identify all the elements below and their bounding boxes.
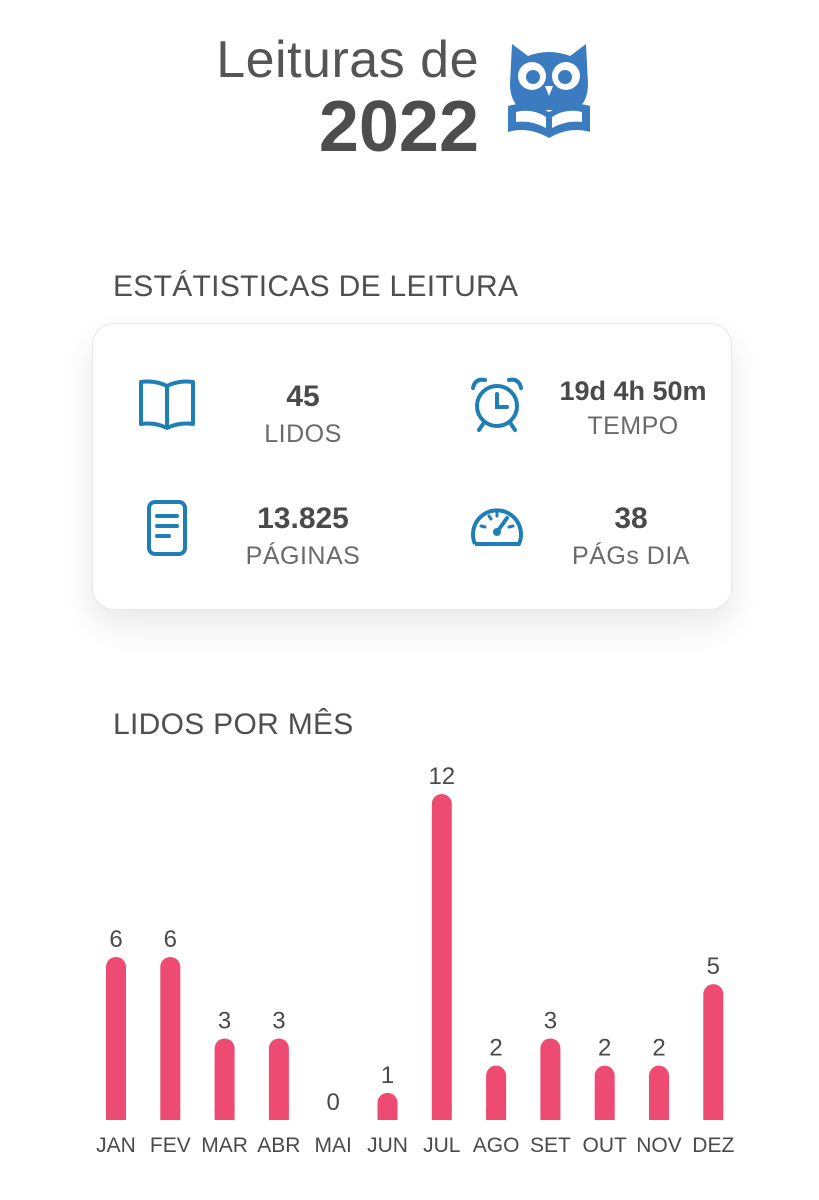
alarm-clock-icon: [471, 377, 523, 432]
month-tick-label-jun: JUN: [367, 1134, 408, 1157]
stat-pages-per-day-label: PÁGs DIA: [572, 542, 690, 570]
open-book-icon: [139, 379, 195, 430]
bar-set: [540, 1038, 561, 1120]
month-tick-label-mar: MAR: [201, 1134, 248, 1157]
bar-value-label-abr: 3: [272, 1008, 285, 1035]
bar-value-label-nov: 2: [652, 1035, 665, 1062]
bar-value-label-out: 2: [598, 1035, 611, 1062]
bar-base-out: [594, 1110, 615, 1120]
books-per-month-bar-chart: 6 JAN 6 FEV 3 MAR 3 ABR 0 MAI 1 JUN 12 JUL 2 AGO 3 SET 2 OU…: [96, 763, 734, 1157]
bar-fev: [160, 957, 181, 1120]
bar-base-mar: [214, 1110, 235, 1120]
bar-base-jun: [377, 1110, 398, 1120]
month-tick-label-set: SET: [530, 1134, 571, 1157]
month-tick-label-fev: FEV: [150, 1134, 191, 1157]
month-tick-label-jul: JUL: [423, 1134, 460, 1157]
bar-base-jan: [106, 1110, 126, 1120]
bar-value-label-mar: 3: [218, 1008, 231, 1035]
speedometer-icon: [471, 508, 523, 546]
bar-jan: [106, 957, 126, 1120]
bar-out: [594, 1065, 615, 1120]
bar-value-label-mai: 0: [327, 1089, 340, 1116]
chart-section-heading: LIDOS POR MÊS: [113, 708, 354, 741]
bar-ago: [486, 1065, 507, 1120]
bar-base-abr: [268, 1110, 289, 1120]
bar-dez: [703, 984, 724, 1120]
bar-value-label-dez: 5: [707, 953, 720, 980]
month-tick-label-dez: DEZ: [692, 1134, 734, 1157]
bar-value-label-jun: 1: [381, 1062, 394, 1089]
title-year: 2022: [318, 87, 479, 167]
stat-time-value: 19d 4h 50m: [559, 376, 707, 406]
stat-pages-per-day-value: 38: [614, 502, 648, 535]
bar-value-label-fev: 6: [164, 926, 177, 953]
month-tick-label-jan: JAN: [96, 1134, 136, 1157]
bar-value-label-set: 3: [544, 1008, 557, 1035]
stat-pages-label: PÁGINAS: [245, 542, 361, 570]
month-tick-label-out: OUT: [583, 1134, 628, 1157]
document-icon: [147, 500, 187, 556]
bar-base-fev: [160, 1110, 181, 1120]
stat-books-read-label: LIDOS: [264, 420, 342, 448]
bar-nov: [649, 1065, 669, 1120]
stats-section-heading: ESTÁTISTICAS DE LEITURA: [113, 270, 519, 303]
month-tick-label-ago: AGO: [473, 1134, 520, 1157]
reading-stats-card: 45 LIDOS 19d 4h 50m TEMPO 13.825 PÁGINAS: [92, 323, 732, 610]
stat-pages-value: 13.825: [257, 502, 349, 535]
bar-base-dez: [703, 1110, 724, 1120]
stat-time-label: TEMPO: [587, 412, 679, 440]
owl-reading-book-icon: [508, 44, 590, 138]
stat-books-read-value: 45: [286, 380, 320, 413]
title-line-1: Leituras de: [216, 31, 479, 89]
bar-value-label-ago: 2: [489, 1035, 502, 1062]
bar-base-set: [540, 1110, 561, 1120]
bar-base-ago: [486, 1110, 507, 1120]
month-tick-label-abr: ABR: [257, 1134, 300, 1157]
month-tick-label-nov: NOV: [636, 1134, 682, 1157]
bar-mar: [214, 1038, 235, 1120]
month-tick-label-mai: MAI: [315, 1134, 352, 1157]
bar-value-label-jan: 6: [109, 926, 122, 953]
bar-base-jul: [431, 1110, 452, 1120]
bar-base-nov: [649, 1110, 669, 1120]
bar-value-label-jul: 12: [428, 763, 455, 790]
bar-jul: [431, 794, 452, 1120]
bar-abr: [268, 1038, 289, 1120]
page-title: Leituras de 2022: [216, 30, 479, 166]
